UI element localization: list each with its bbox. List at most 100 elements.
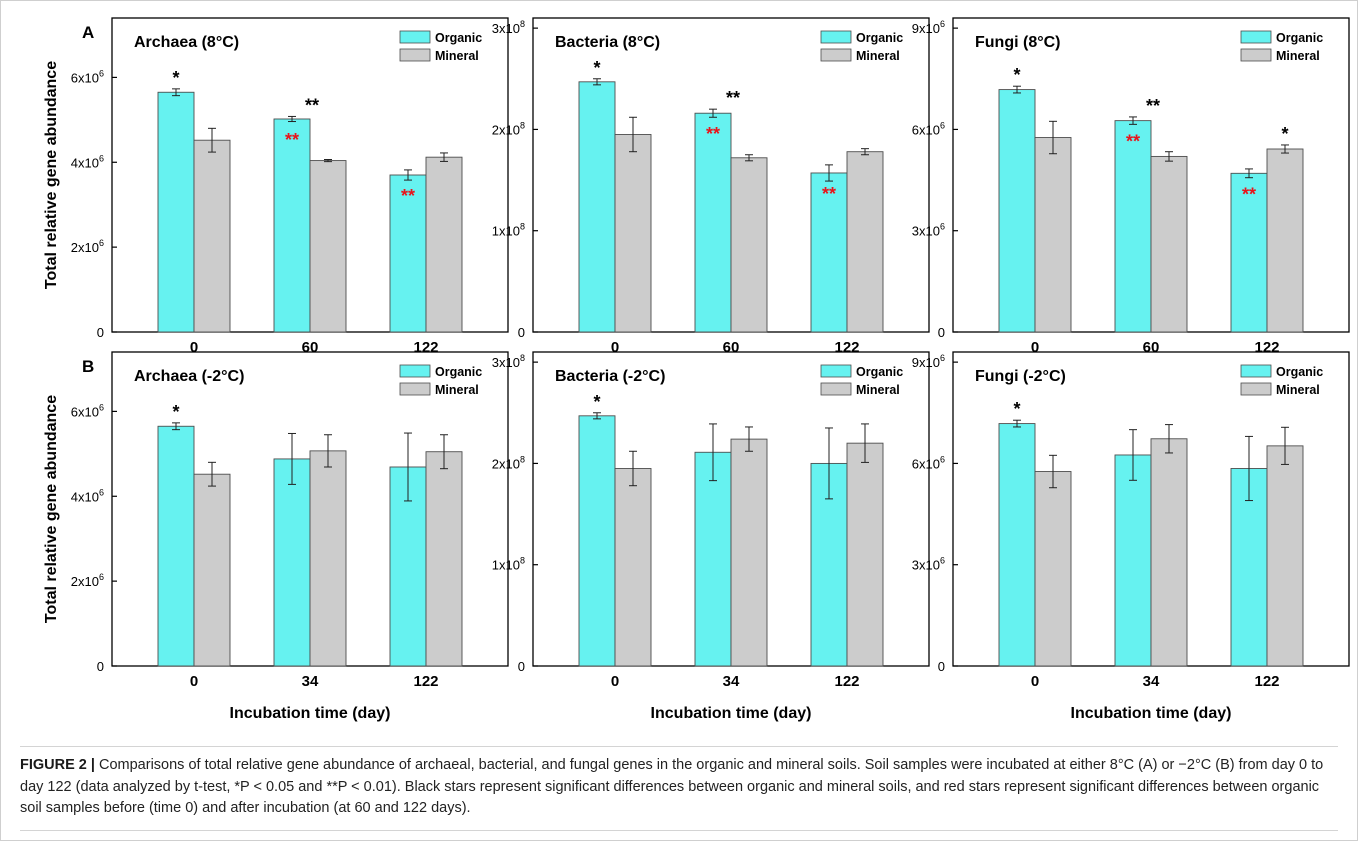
y-tick-label: 0	[518, 325, 525, 340]
legend-label-organic: Organic	[1276, 365, 1323, 379]
significance-mark: *	[593, 58, 600, 78]
x-tick-label: 60	[302, 339, 319, 356]
significance-mark: *	[1281, 124, 1288, 144]
bar-mineral-0	[193, 473, 231, 667]
x-tick-label: 122	[413, 673, 438, 690]
bar-mineral-122	[846, 151, 884, 333]
y-tick-label: 4x106	[71, 487, 104, 504]
bar-organic-0	[578, 81, 616, 333]
y-tick-label: 1x108	[492, 222, 525, 239]
bar-organic-122	[389, 174, 427, 333]
bar-mineral-0	[614, 468, 652, 667]
legend: Organic Mineral	[1240, 30, 1323, 63]
legend-swatch-organic	[820, 30, 852, 44]
legend-swatch-organic	[1240, 30, 1272, 44]
x-tick-label: 34	[1143, 673, 1160, 690]
significance-mark: *	[1013, 65, 1020, 85]
legend-label-mineral: Mineral	[1276, 383, 1320, 397]
bar-mineral-122	[1266, 445, 1304, 667]
x-tick-label: 0	[190, 673, 198, 690]
caption-rule-top	[20, 746, 1338, 747]
y-tick-label: 2x108	[492, 454, 525, 471]
caption-label: FIGURE 2 |	[20, 757, 95, 773]
caption-text: Comparisons of total relative gene abund…	[20, 757, 1324, 816]
bar-organic-0	[998, 423, 1036, 667]
y-tick-label: 4x106	[71, 153, 104, 170]
chart-title: Bacteria (8°C)	[555, 34, 660, 51]
x-tick-label: 122	[413, 339, 438, 356]
x-tick-label: 122	[834, 339, 859, 356]
y-tick-label: 3x106	[912, 556, 945, 573]
panel-label-A: A	[82, 23, 94, 42]
x-tick-label: 0	[611, 339, 619, 356]
legend-swatch-organic	[820, 364, 852, 378]
bar-mineral-0	[614, 134, 652, 333]
bar-mineral-122	[425, 156, 463, 333]
y-tick-label: 6x106	[71, 68, 104, 85]
significance-mark: **	[1146, 96, 1160, 116]
chart-title: Bacteria (-2°C)	[555, 368, 665, 385]
chart-title: Archaea (-2°C)	[134, 368, 244, 385]
chart-panel-6: 0 3x106 6x106 9x106 0 34 122 * Fungi (-2°C) Organ…	[912, 351, 1350, 722]
chart-panel-5: 0 1x108 2x108 3x108 0 34 122 * Bacteria (-2°C) Or…	[492, 351, 930, 722]
x-tick-label: 0	[611, 673, 619, 690]
bar-mineral-122	[1266, 148, 1304, 333]
y-tick-label: 0	[518, 659, 525, 674]
figure-caption: FIGURE 2 | Comparisons of total relative…	[20, 755, 1338, 820]
legend-label-organic: Organic	[856, 31, 903, 45]
legend-label-mineral: Mineral	[1276, 49, 1320, 63]
bar-organic-60	[1114, 120, 1152, 333]
x-tick-label: 0	[1031, 673, 1039, 690]
significance-mark: *	[172, 68, 179, 88]
bar-organic-34	[1114, 454, 1152, 667]
significance-mark: *	[593, 392, 600, 412]
legend-swatch-organic	[1240, 364, 1272, 378]
y-tick-label: 9x106	[912, 353, 945, 370]
x-tick-label: 0	[1031, 339, 1039, 356]
legend-swatch-organic	[399, 364, 431, 378]
bar-organic-60	[694, 112, 732, 333]
y-tick-label: 9x106	[912, 19, 945, 36]
significance-mark: **	[822, 184, 836, 204]
legend-label-organic: Organic	[435, 31, 482, 45]
legend: Organic Mineral	[820, 364, 903, 397]
legend-label-mineral: Mineral	[435, 49, 479, 63]
bar-mineral-60	[1150, 155, 1188, 333]
bar-mineral-34	[309, 450, 347, 667]
y-tick-label: 2x106	[71, 238, 104, 255]
x-axis-title: Incubation time (day)	[651, 705, 812, 722]
y-tick-label: 3x108	[492, 19, 525, 36]
bar-mineral-60	[730, 157, 768, 333]
bar-organic-34	[273, 458, 311, 667]
bar-organic-0	[157, 91, 195, 333]
significance-mark: *	[172, 402, 179, 422]
legend: Organic Mineral	[399, 30, 482, 63]
legend-swatch-organic	[399, 30, 431, 44]
x-tick-label: 60	[723, 339, 740, 356]
legend-swatch-mineral	[399, 48, 431, 62]
bar-mineral-122	[425, 451, 463, 667]
y-tick-label: 0	[97, 325, 104, 340]
bar-mineral-60	[309, 160, 347, 333]
x-tick-label: 122	[1254, 339, 1279, 356]
legend-label-mineral: Mineral	[435, 383, 479, 397]
significance-mark: **	[1242, 184, 1256, 204]
bar-mineral-122	[846, 442, 884, 667]
y-tick-label: 2x108	[492, 120, 525, 137]
x-tick-label: 60	[1143, 339, 1160, 356]
legend: Organic Mineral	[399, 364, 482, 397]
y-tick-label: 3x108	[492, 353, 525, 370]
y-axis-title: Total relative gene abundance	[43, 61, 60, 289]
y-tick-label: 0	[938, 325, 945, 340]
bar-organic-0	[578, 415, 616, 667]
y-axis-title: Total relative gene abundance	[43, 395, 60, 623]
y-tick-label: 6x106	[912, 120, 945, 137]
bar-organic-34	[694, 451, 732, 667]
chart-title: Fungi (-2°C)	[975, 368, 1066, 385]
chart-title: Archaea (8°C)	[134, 34, 239, 51]
legend-label-mineral: Mineral	[856, 383, 900, 397]
x-tick-label: 122	[1254, 673, 1279, 690]
legend-swatch-mineral	[1240, 48, 1272, 62]
